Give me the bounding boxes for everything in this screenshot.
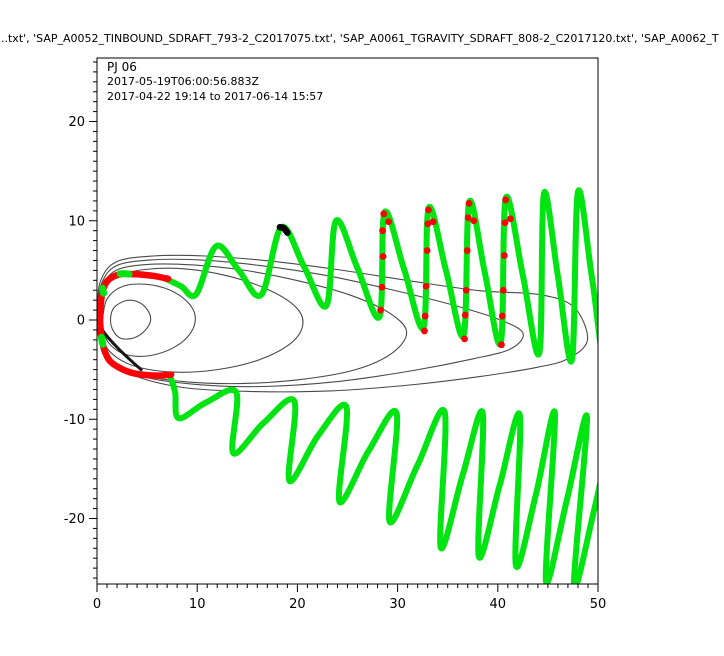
y-tick-label: -10 [64,413,85,428]
time-marker-red-dots [377,196,514,349]
axis-tick-labels: 0 10 20 30 40 50 -20 -10 0 10 20 [64,115,607,612]
perijove-label: PJ 06 [107,60,137,74]
trajectory-lower-green [166,371,598,584]
x-tick-label: 30 [389,597,406,612]
red-gap-green-3 [98,333,107,348]
x-tick-label: 10 [189,597,206,612]
y-tick-label: 0 [77,314,85,329]
timestamp-label: 2017-05-19T06:00:56.883Z [107,75,260,88]
plot-annotation: PJ 06 2017-05-19T06:00:56.883Z 2017-04-2… [107,60,323,104]
x-tick-label: 20 [289,597,306,612]
contour-2 [101,283,196,357]
y-tick-label: 10 [68,214,85,229]
apex-black-marker [276,223,291,236]
x-tick-label: 40 [490,597,507,612]
time-range-label: 2017-04-22 19:14 to 2017-06-14 15:57 [107,89,324,103]
figure-title: ..txt', 'SAP_A0052_TINBOUND_SDRAFT_793-2… [1,32,719,45]
contour-1 [109,299,152,340]
plot-box [96,57,599,585]
x-tick-label: 0 [93,597,101,612]
contour-3 [98,267,304,373]
x-tick-label: 50 [590,597,607,612]
axis-ticks [89,61,599,592]
y-tick-label: 20 [68,115,85,130]
y-tick-label: -20 [64,512,85,527]
series-group [97,187,598,584]
contour-5 [97,258,524,388]
contour-6 [97,254,589,393]
red-gap-green-2 [99,284,108,297]
pre-perijove-black-segment [99,325,143,372]
